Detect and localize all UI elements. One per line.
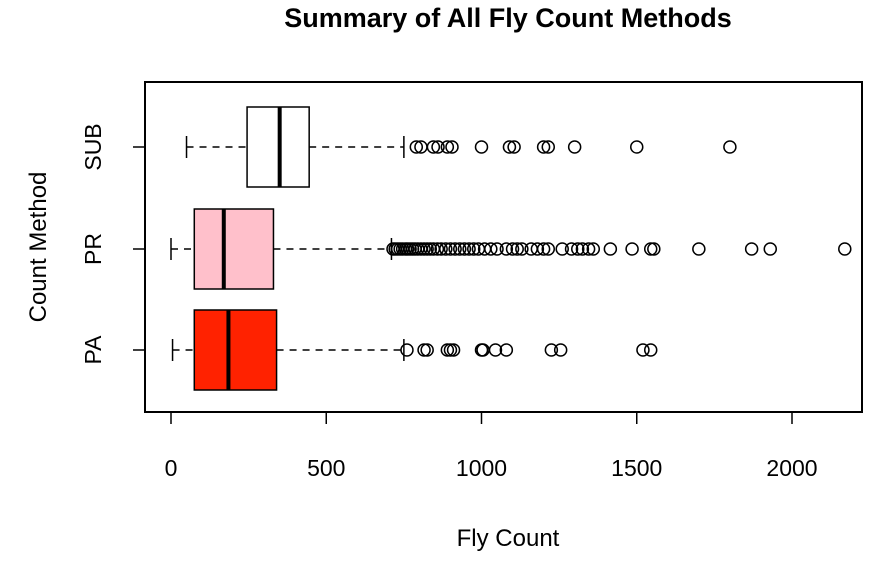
outlier-point-pr bbox=[692, 242, 706, 256]
outlier-point-pr bbox=[499, 242, 514, 256]
outlier-point-pr bbox=[838, 242, 852, 256]
x-tick-label: 500 bbox=[307, 455, 345, 481]
outlier-point-pr bbox=[423, 242, 438, 256]
outlier-point-pa bbox=[544, 343, 559, 357]
outlier-point-pr bbox=[439, 242, 453, 256]
outlier-point-pr bbox=[515, 242, 529, 256]
outlier-point-sub bbox=[567, 140, 582, 154]
outlier-point-pr bbox=[763, 242, 778, 256]
outlier-point-pa bbox=[400, 343, 414, 357]
outlier-point-sub bbox=[507, 140, 521, 154]
outlier-point-sub bbox=[723, 140, 737, 154]
outlier-point-pr bbox=[453, 242, 467, 256]
outlier-point-sub bbox=[541, 140, 556, 154]
outlier-point-pa bbox=[643, 343, 658, 357]
x-tick-label: 1000 bbox=[456, 455, 507, 481]
x-tick-label: 0 bbox=[165, 455, 178, 481]
box-sub bbox=[185, 106, 737, 188]
outlier-point-pr bbox=[744, 242, 759, 256]
outlier-point-pr bbox=[457, 242, 472, 256]
outlier-point-sub bbox=[431, 140, 445, 154]
iqr-box-pa bbox=[193, 309, 278, 391]
outlier-point-pr bbox=[643, 242, 658, 256]
outlier-point-pr bbox=[510, 242, 524, 256]
outlier-point-sub bbox=[426, 140, 441, 154]
box-pr bbox=[170, 208, 852, 290]
outlier-point-pa bbox=[553, 343, 568, 357]
outlier-point-pr bbox=[434, 242, 448, 256]
chart-title: Summary of All Fly Count Methods bbox=[284, 3, 732, 33]
iqr-box-pr bbox=[193, 208, 275, 290]
outlier-point-pr bbox=[625, 242, 639, 256]
x-axis: 0 500 1000 1500 2000 bbox=[165, 412, 818, 481]
y-tick-label: SUB bbox=[80, 123, 106, 170]
outlier-point-sub bbox=[502, 140, 517, 154]
boxes bbox=[170, 106, 852, 391]
outlier-point-pr bbox=[603, 242, 618, 256]
plot-frame bbox=[144, 81, 863, 413]
y-tick-label: PR bbox=[80, 233, 106, 265]
outlier-point-pr bbox=[448, 242, 462, 256]
outlier-point-sub bbox=[445, 140, 459, 154]
outlier-point-pa bbox=[440, 343, 455, 357]
outlier-point-pr bbox=[555, 242, 569, 256]
outlier-point-sub bbox=[474, 140, 489, 154]
outlier-point-pa bbox=[636, 343, 650, 357]
outlier-point-pa bbox=[417, 343, 431, 357]
outlier-point-pr bbox=[417, 242, 431, 256]
outlier-point-pr bbox=[586, 242, 601, 256]
outlier-point-pr bbox=[575, 242, 590, 256]
y-axis-label: Count Method bbox=[25, 172, 52, 323]
x-axis-label: Fly Count bbox=[457, 525, 560, 552]
outlier-point-sub bbox=[630, 140, 644, 154]
outlier-point-pr bbox=[484, 242, 498, 256]
box-pa bbox=[171, 309, 658, 391]
y-axis: PA PR SUB bbox=[80, 123, 145, 364]
outlier-point-sub bbox=[536, 140, 551, 154]
outlier-point-pa bbox=[488, 343, 503, 357]
outlier-point-pa bbox=[499, 343, 514, 357]
x-tick-label: 1500 bbox=[611, 455, 662, 481]
outlier-point-pr bbox=[564, 242, 579, 256]
outlier-point-pr bbox=[536, 242, 551, 256]
outlier-point-pr bbox=[466, 242, 481, 256]
x-tick-label: 2000 bbox=[766, 455, 817, 481]
outlier-point-pr bbox=[420, 242, 434, 256]
outlier-point-pa bbox=[443, 343, 458, 357]
outlier-point-pr bbox=[505, 242, 520, 256]
outlier-point-pr bbox=[541, 242, 556, 256]
outlier-point-pr bbox=[443, 242, 458, 256]
outlier-point-pr bbox=[647, 242, 661, 256]
outlier-point-pa bbox=[420, 343, 434, 357]
outlier-point-pr bbox=[490, 242, 504, 256]
outlier-point-sub bbox=[409, 140, 424, 154]
outlier-point-pr bbox=[571, 242, 585, 256]
outlier-point-pr bbox=[430, 242, 445, 256]
outlier-point-pr bbox=[462, 242, 476, 256]
outlier-point-pr bbox=[581, 242, 596, 256]
y-tick-label: PA bbox=[80, 335, 106, 365]
outlier-point-pa bbox=[446, 343, 461, 357]
outlier-point-sub bbox=[440, 140, 455, 154]
outlier-point-pr bbox=[530, 242, 545, 256]
